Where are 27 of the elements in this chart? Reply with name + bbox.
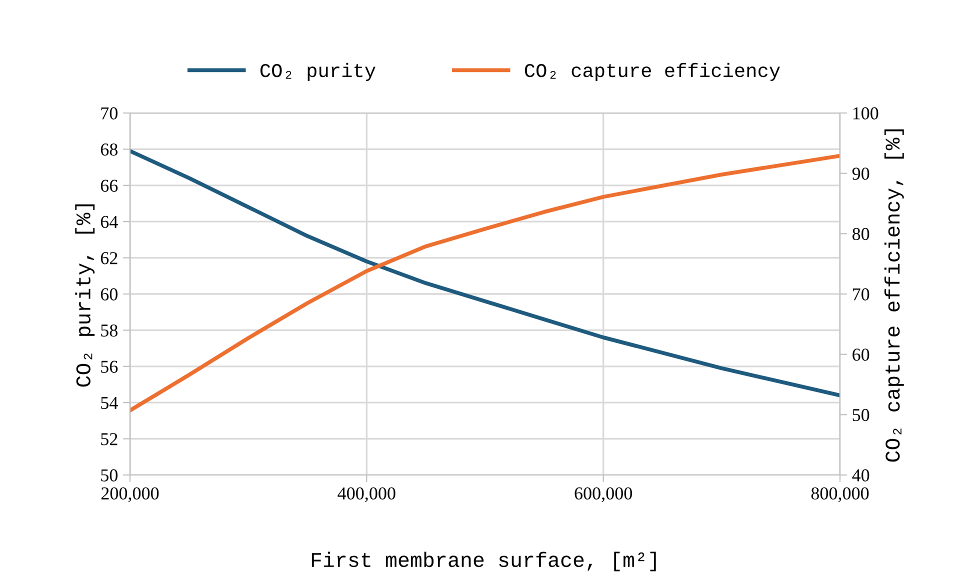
y2-tick-label: 80 (852, 228, 870, 240)
y-tick-label: 62 (100, 252, 118, 264)
y-tick-label: 70 (101, 107, 118, 120)
y2-tick-label: 90 (852, 168, 870, 180)
y-tick-label: 64 (100, 216, 118, 228)
y2-axis-title: CO₂ capture efficiency, [%] (884, 129, 904, 462)
y-tick-label: 66 (100, 180, 118, 192)
y-tick-label: 68 (100, 143, 118, 156)
x-tick-label: 800,000 (811, 487, 869, 502)
y-tick-label: 54 (101, 396, 118, 410)
y2-tick-label: 50 (852, 408, 870, 422)
y2-tick-label: 100 (853, 107, 878, 120)
y-tick-label: 58 (101, 324, 118, 337)
y-tick-label: 60 (100, 288, 118, 300)
y2-tick-label: 40 (852, 469, 870, 482)
x-axis-title: First membrane surface, [m²] (312, 552, 656, 572)
legend-label: CO₂ capture efficiency (524, 62, 780, 82)
x-tick-label: 600,000 (574, 487, 632, 502)
y-axis-title: CO₂ purity, [%] (75, 204, 95, 387)
x-tick-label: 200,000 (101, 487, 159, 502)
y-tick-label: 50 (101, 469, 118, 482)
legend-label: CO₂ purity (260, 62, 376, 82)
y-tick-label: 52 (101, 433, 118, 446)
y2-tick-label: 60 (852, 348, 870, 361)
x-tick-label: 400,000 (338, 487, 396, 502)
y-tick-label: 56 (101, 360, 118, 373)
y2-tick-label: 70 (852, 288, 870, 300)
